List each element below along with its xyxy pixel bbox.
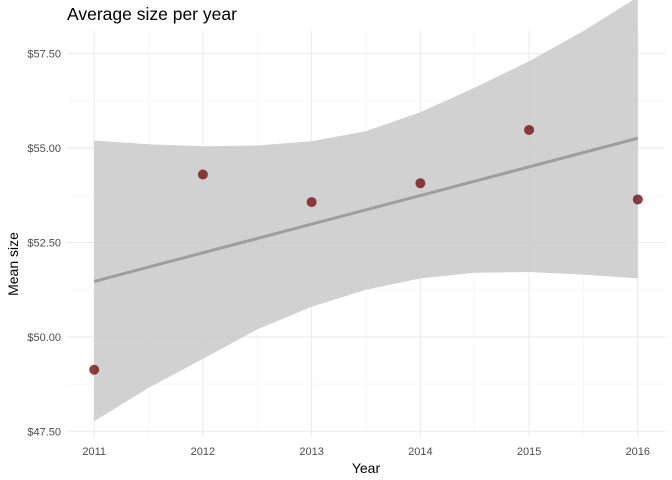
x-tick-label: 2015 [517,446,541,458]
x-axis-ticks: 2011 2012 2013 2014 2015 2016 [82,446,650,458]
data-point [306,197,317,208]
data-points [89,124,643,375]
y-tick-label: $47.50 [27,426,61,438]
data-point [524,124,535,135]
y-axis-ticks: $47.50 $50.00 $52.50 $55.00 $57.50 [27,49,61,439]
data-point [632,194,643,205]
x-tick-label: 2013 [299,446,323,458]
x-tick-label: 2014 [408,446,432,458]
y-tick-label: $55.00 [27,143,61,155]
y-tick-label: $52.50 [27,237,61,249]
y-tick-label: $57.50 [27,49,61,61]
data-point [89,364,100,375]
trend-line [93,136,639,283]
y-axis-title: Mean size [5,232,21,296]
data-point [415,178,426,189]
y-tick-label: $50.00 [27,332,61,344]
x-tick-label: 2016 [626,446,650,458]
x-axis-title: Year [352,460,381,476]
chart-title: Average size per year [67,4,237,24]
data-point [197,169,208,180]
x-tick-label: 2011 [82,446,106,458]
x-tick-label: 2012 [191,446,215,458]
trend-line-group [93,136,639,283]
